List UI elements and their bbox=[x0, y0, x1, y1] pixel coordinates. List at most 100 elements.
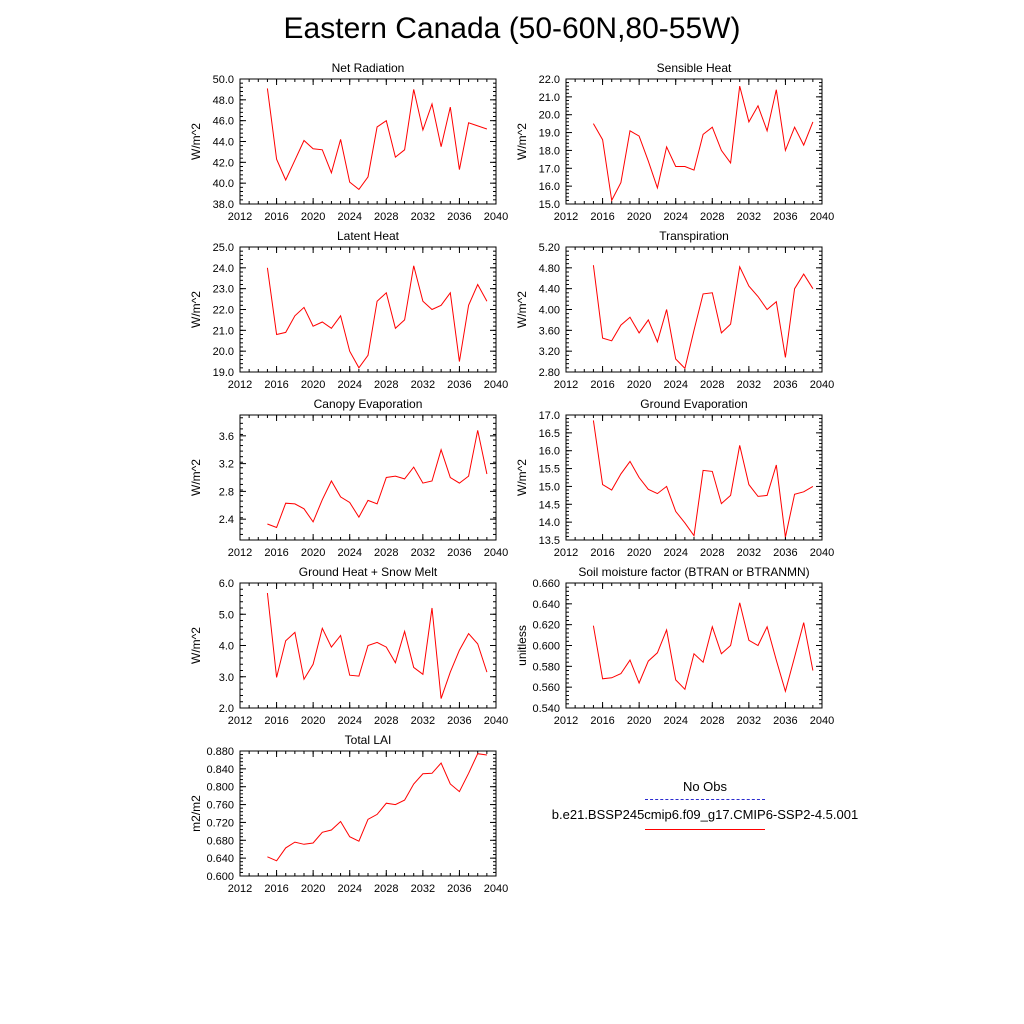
x-tick-label: 2016 bbox=[590, 379, 614, 391]
y-axis-label: W/m^2 bbox=[515, 459, 529, 496]
y-tick-label: 44.0 bbox=[213, 137, 234, 149]
y-axis-label: W/m^2 bbox=[189, 627, 203, 664]
y-tick-label: 20.0 bbox=[539, 110, 560, 122]
legend-swatch-case bbox=[645, 829, 765, 830]
panel-title: Total LAI bbox=[345, 733, 392, 747]
chart-panel-6: 2012 2016 2020 2024 2028 2032 2036 2040 13.5 14.0… bbox=[515, 397, 834, 559]
panel-title: Net Radiation bbox=[332, 61, 405, 75]
x-tick-label: 2032 bbox=[411, 379, 435, 391]
series-line bbox=[266, 592, 488, 699]
x-tick-label: 2024 bbox=[337, 379, 361, 391]
y-tick-label: 38.0 bbox=[213, 199, 234, 211]
x-tick-label: 2012 bbox=[228, 715, 252, 727]
y-axis-label: W/m^2 bbox=[189, 123, 203, 160]
x-tick-label: 2012 bbox=[554, 547, 578, 559]
chart-panel-4: 2012 2016 2020 2024 2028 2032 2036 2040 2.80 3.20… bbox=[515, 229, 834, 391]
y-tick-label: 0.600 bbox=[206, 871, 234, 883]
x-tick-label: 2020 bbox=[301, 379, 325, 391]
panel-title: Sensible Heat bbox=[657, 61, 732, 75]
y-tick-label: 16.0 bbox=[539, 446, 560, 458]
x-tick-label: 2024 bbox=[663, 379, 687, 391]
y-axis-label: unitless bbox=[515, 625, 529, 666]
x-tick-label: 2040 bbox=[484, 379, 508, 391]
x-tick-label: 2040 bbox=[810, 211, 834, 223]
x-tick-label: 2032 bbox=[411, 715, 435, 727]
x-tick-label: 2012 bbox=[228, 379, 252, 391]
y-tick-label: 0.840 bbox=[206, 764, 234, 776]
y-tick-label: 0.560 bbox=[532, 682, 560, 694]
y-axis-label: W/m^2 bbox=[189, 291, 203, 328]
y-tick-label: 20.0 bbox=[213, 346, 234, 358]
y-tick-label: 0.720 bbox=[206, 817, 234, 829]
y-tick-label: 0.620 bbox=[532, 620, 560, 632]
y-tick-label: 5.20 bbox=[539, 242, 560, 254]
y-tick-label: 14.0 bbox=[539, 517, 560, 529]
series-line bbox=[267, 430, 488, 529]
x-tick-label: 2040 bbox=[484, 883, 508, 895]
y-tick-label: 4.80 bbox=[539, 263, 560, 275]
series-line bbox=[267, 753, 487, 862]
x-tick-label: 2032 bbox=[737, 547, 761, 559]
panel-title: Ground Evaporation bbox=[640, 397, 747, 411]
x-tick-label: 2028 bbox=[700, 379, 724, 391]
legend-label-no-obs: No Obs bbox=[682, 779, 728, 794]
x-tick-label: 2012 bbox=[554, 211, 578, 223]
y-tick-label: 24.0 bbox=[213, 263, 234, 275]
y-tick-label: 2.0 bbox=[219, 703, 234, 715]
x-tick-label: 2012 bbox=[228, 883, 252, 895]
panel-title: Latent Heat bbox=[337, 229, 400, 243]
plot-frame bbox=[239, 414, 497, 541]
y-tick-label: 19.0 bbox=[539, 128, 560, 140]
x-tick-label: 2028 bbox=[374, 211, 398, 223]
series-line bbox=[592, 420, 814, 538]
x-tick-label: 2024 bbox=[337, 883, 361, 895]
x-tick-label: 2024 bbox=[337, 715, 361, 727]
x-tick-label: 2040 bbox=[484, 547, 508, 559]
x-tick-label: 2020 bbox=[627, 547, 651, 559]
x-tick-label: 2016 bbox=[264, 211, 288, 223]
x-tick-label: 2036 bbox=[773, 715, 797, 727]
x-tick-label: 2016 bbox=[264, 379, 288, 391]
x-tick-label: 2024 bbox=[337, 211, 361, 223]
chart-panel-1: 2012 2016 2020 2024 2028 2032 2036 2040 38.0 40.0… bbox=[189, 61, 508, 223]
y-tick-label: 4.00 bbox=[539, 305, 560, 317]
series-line bbox=[592, 265, 814, 370]
y-axis-label: W/m^2 bbox=[515, 291, 529, 328]
y-tick-label: 0.580 bbox=[532, 661, 560, 673]
y-tick-label: 16.0 bbox=[539, 181, 560, 193]
x-tick-label: 2032 bbox=[737, 379, 761, 391]
y-tick-label: 18.0 bbox=[539, 145, 560, 157]
series-line bbox=[592, 85, 814, 203]
x-tick-label: 2020 bbox=[627, 379, 651, 391]
y-axis-label: m2/m2 bbox=[189, 795, 203, 832]
x-tick-label: 2028 bbox=[700, 715, 724, 727]
x-tick-label: 2028 bbox=[374, 379, 398, 391]
chart-panel-5: 2012 2016 2020 2024 2028 2032 2036 2040 2.4 2.8 3.… bbox=[189, 397, 508, 559]
x-tick-label: 2028 bbox=[374, 547, 398, 559]
x-tick-label: 2028 bbox=[700, 547, 724, 559]
y-tick-label: 42.0 bbox=[213, 157, 234, 169]
x-tick-label: 2012 bbox=[228, 547, 252, 559]
x-tick-label: 2040 bbox=[810, 379, 834, 391]
x-tick-label: 2036 bbox=[773, 547, 797, 559]
x-tick-label: 2016 bbox=[590, 547, 614, 559]
y-tick-label: 0.800 bbox=[206, 782, 234, 794]
y-tick-label: 16.5 bbox=[539, 428, 560, 440]
x-tick-label: 2020 bbox=[301, 715, 325, 727]
y-axis-label: W/m^2 bbox=[515, 123, 529, 160]
x-tick-label: 2020 bbox=[627, 211, 651, 223]
y-tick-label: 15.0 bbox=[539, 199, 560, 211]
x-tick-label: 2016 bbox=[264, 883, 288, 895]
x-tick-label: 2020 bbox=[301, 547, 325, 559]
y-tick-label: 0.880 bbox=[206, 746, 234, 758]
plot-frame bbox=[565, 582, 823, 709]
x-tick-label: 2032 bbox=[411, 211, 435, 223]
x-tick-label: 2016 bbox=[590, 211, 614, 223]
x-tick-label: 2036 bbox=[447, 715, 471, 727]
plot-frame bbox=[239, 78, 497, 205]
x-tick-label: 2032 bbox=[737, 715, 761, 727]
chart-panel-2: 2012 2016 2020 2024 2028 2032 2036 2040 15.0 16.0… bbox=[515, 61, 834, 223]
x-tick-label: 2024 bbox=[663, 211, 687, 223]
x-tick-label: 2028 bbox=[700, 211, 724, 223]
